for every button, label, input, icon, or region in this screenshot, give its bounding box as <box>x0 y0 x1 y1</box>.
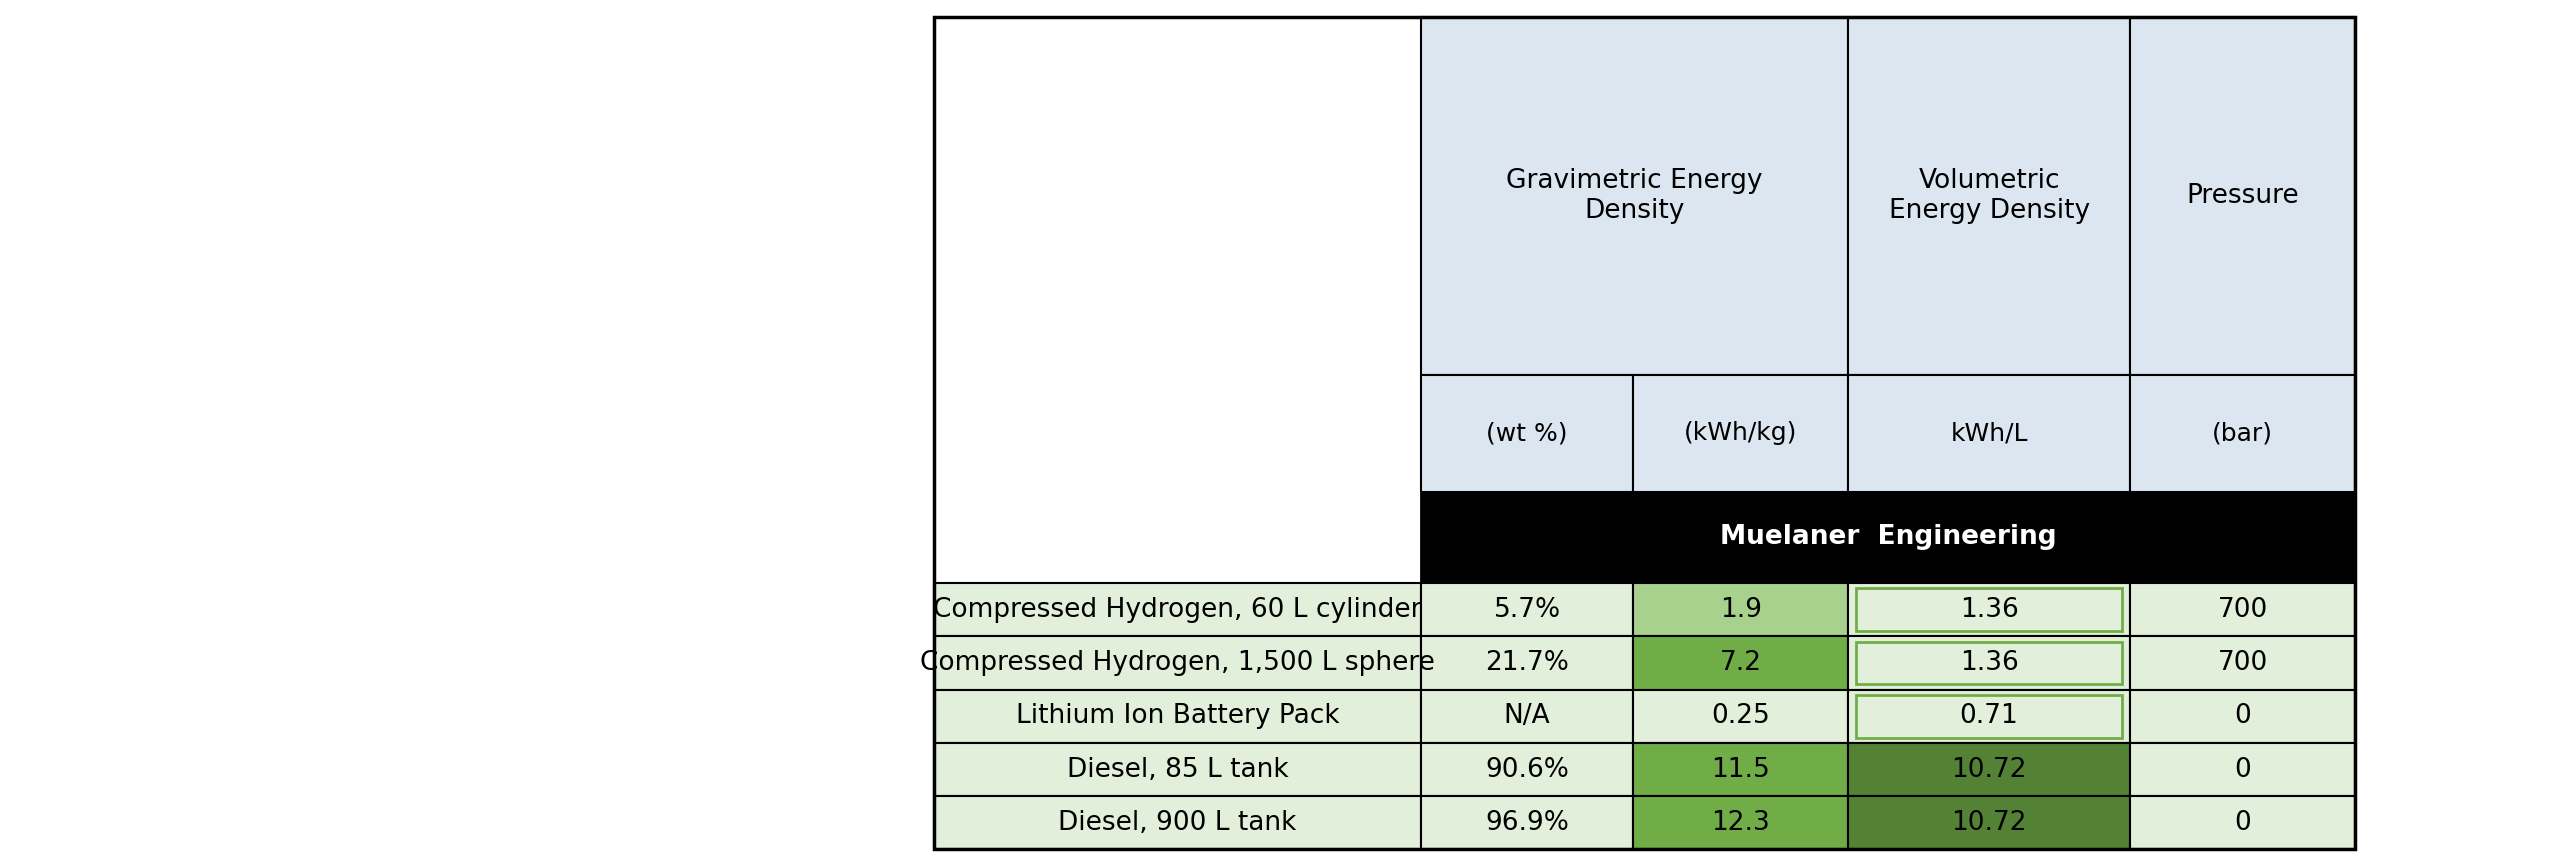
Bar <box>1633 375 1848 492</box>
Bar <box>2130 796 2355 849</box>
Bar <box>934 17 1421 375</box>
Text: (wt %): (wt %) <box>1487 421 1567 445</box>
Text: 700: 700 <box>2217 650 2268 676</box>
Bar <box>1848 17 2130 375</box>
Bar <box>934 375 1421 492</box>
Bar <box>1848 375 2130 492</box>
Bar <box>1421 583 1633 637</box>
Text: (bar): (bar) <box>2212 421 2273 445</box>
Text: 0: 0 <box>2235 704 2250 729</box>
Text: Compressed Hydrogen, 60 L cylinder: Compressed Hydrogen, 60 L cylinder <box>934 596 1421 623</box>
Bar <box>934 796 1421 849</box>
Text: N/A: N/A <box>1503 704 1551 729</box>
Bar <box>1633 637 1848 690</box>
Text: Gravimetric Energy
Density: Gravimetric Energy Density <box>1505 168 1764 224</box>
Text: Volumetric
Energy Density: Volumetric Energy Density <box>1889 168 2089 224</box>
Bar <box>1633 690 1848 743</box>
Bar <box>1848 637 2130 690</box>
Bar <box>2130 583 2355 637</box>
Text: 0.25: 0.25 <box>1713 704 1769 729</box>
Bar <box>1421 492 2355 583</box>
Bar <box>1633 796 1848 849</box>
Text: 11.5: 11.5 <box>1713 757 1769 782</box>
Bar <box>1848 690 2130 743</box>
Text: 90.6%: 90.6% <box>1485 757 1569 782</box>
Text: 0: 0 <box>2235 810 2250 836</box>
Text: 5.7%: 5.7% <box>1492 596 1562 623</box>
Text: 96.9%: 96.9% <box>1485 810 1569 836</box>
Text: 21.7%: 21.7% <box>1485 650 1569 676</box>
Text: Compressed Hydrogen, 1,500 L sphere: Compressed Hydrogen, 1,500 L sphere <box>919 650 1436 676</box>
Text: 7.2: 7.2 <box>1720 650 1761 676</box>
Bar <box>1421 637 1633 690</box>
Text: Muelaner  Engineering: Muelaner Engineering <box>1720 524 2056 550</box>
Bar <box>1421 690 1633 743</box>
Text: kWh/L: kWh/L <box>1951 421 2028 445</box>
Bar <box>934 690 1421 743</box>
Bar <box>0 17 934 849</box>
Bar <box>934 743 1421 796</box>
Bar <box>1856 642 2122 685</box>
Bar <box>1856 695 2122 738</box>
Text: 700: 700 <box>2217 596 2268 623</box>
Bar <box>1421 743 1633 796</box>
Bar <box>1848 743 2130 796</box>
Bar <box>1421 375 1633 492</box>
Bar <box>2130 17 2355 375</box>
Bar <box>2130 690 2355 743</box>
Bar <box>1633 743 1848 796</box>
Text: 1.9: 1.9 <box>1720 596 1761 623</box>
Text: 0: 0 <box>2235 757 2250 782</box>
Text: Lithium Ion Battery Pack: Lithium Ion Battery Pack <box>1016 704 1339 729</box>
Text: 10.72: 10.72 <box>1951 757 2028 782</box>
Bar <box>1848 583 2130 637</box>
Bar <box>1633 583 1848 637</box>
Text: Pressure: Pressure <box>2186 183 2299 209</box>
Bar <box>934 637 1421 690</box>
Bar <box>1421 796 1633 849</box>
Text: 1.36: 1.36 <box>1961 596 2017 623</box>
Bar <box>2130 637 2355 690</box>
Bar <box>934 583 1421 637</box>
Text: Diesel, 85 L tank: Diesel, 85 L tank <box>1068 757 1288 782</box>
Bar <box>2130 375 2355 492</box>
Text: Diesel, 900 L tank: Diesel, 900 L tank <box>1057 810 1298 836</box>
Text: 1.36: 1.36 <box>1961 650 2017 676</box>
Text: 10.72: 10.72 <box>1951 810 2028 836</box>
Bar <box>934 17 2355 849</box>
Bar <box>934 492 1421 583</box>
Text: (kWh/kg): (kWh/kg) <box>1684 421 1797 445</box>
Bar <box>1848 796 2130 849</box>
Text: 12.3: 12.3 <box>1713 810 1769 836</box>
Bar <box>1421 17 1848 375</box>
Bar <box>2130 743 2355 796</box>
Text: 0.71: 0.71 <box>1961 704 2017 729</box>
Bar <box>1856 589 2122 631</box>
